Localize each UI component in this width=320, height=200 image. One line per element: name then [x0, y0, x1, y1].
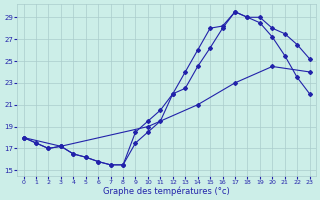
X-axis label: Graphe des températures (°c): Graphe des températures (°c): [103, 186, 230, 196]
